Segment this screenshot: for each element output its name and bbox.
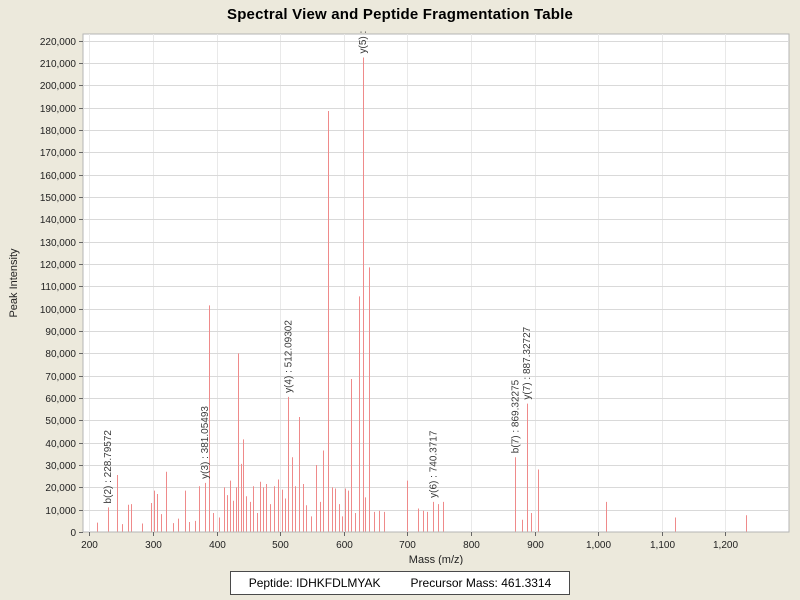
peak-annotation: y(5) : xyxy=(358,31,369,54)
peptide-info-box: Peptide: IDHKFDLMYAK Precursor Mass: 461… xyxy=(229,571,571,595)
y-tick-label: 200,000 xyxy=(40,81,77,92)
y-axis-title: Peak Intensity xyxy=(8,248,20,318)
y-tick-label: 110,000 xyxy=(41,282,77,293)
x-tick-label: 600 xyxy=(336,540,353,551)
y-tick-label: 150,000 xyxy=(40,193,77,204)
y-tick-label: 50,000 xyxy=(45,416,76,427)
y-tick-label: 140,000 xyxy=(40,215,77,226)
x-tick-label: 300 xyxy=(145,540,162,551)
x-tick-label: 400 xyxy=(209,540,226,551)
peak-annotation: y(7) : 887.32727 xyxy=(522,326,533,399)
y-tick-label: 90,000 xyxy=(45,327,76,338)
y-tick-label: 10,000 xyxy=(45,506,76,517)
x-axis-title: Mass (m/z) xyxy=(409,554,463,565)
peak-annotation: b(2) : 228.79572 xyxy=(103,430,114,504)
y-tick-label: 60,000 xyxy=(45,394,76,405)
y-tick-label: 170,000 xyxy=(40,148,77,159)
precursor-mass-label: Precursor Mass: 461.3314 xyxy=(410,576,552,590)
x-tick-label: 1,100 xyxy=(650,540,675,551)
y-tick-label: 20,000 xyxy=(45,483,76,494)
y-tick-label: 190,000 xyxy=(40,104,77,115)
peak-annotation: y(4) : 512.09302 xyxy=(283,320,294,393)
x-tick-label: 800 xyxy=(463,540,480,551)
y-tick-label: 70,000 xyxy=(45,372,76,383)
y-tick-label: 120,000 xyxy=(40,260,77,271)
x-tick-label: 500 xyxy=(272,540,289,551)
peak-annotation: b(7) : 869.32275 xyxy=(511,379,522,453)
y-tick-label: 0 xyxy=(70,528,76,539)
y-tick-label: 220,000 xyxy=(40,37,77,48)
spectrum-chart[interactable]: 200 300 400 500 600 700 800 900 1,000 1,100 1,200 0… xyxy=(3,25,797,565)
y-tick-label: 130,000 xyxy=(40,238,77,249)
y-tick-label: 100,000 xyxy=(40,305,77,316)
y-tick-label: 210,000 xyxy=(40,59,77,70)
peak-annotation: y(6) : 740.3717 xyxy=(429,430,440,498)
x-tick-label: 200 xyxy=(81,540,98,551)
y-tick-label: 30,000 xyxy=(45,461,76,472)
x-tick-label: 1,000 xyxy=(586,540,611,551)
peptide-label: Peptide: IDHKFDLMYAK xyxy=(248,576,381,590)
x-tick-label: 700 xyxy=(399,540,416,551)
y-tick-label: 40,000 xyxy=(45,439,76,450)
x-tick-label: 900 xyxy=(527,540,544,551)
chart-title: Spectral View and Peptide Fragmentation … xyxy=(226,6,574,23)
y-tick-label: 180,000 xyxy=(40,126,77,137)
plot-area[interactable] xyxy=(82,33,790,533)
spectrum-svg[interactable]: 200 300 400 500 600 700 800 900 1,000 1,100 1,200 0… xyxy=(3,25,797,565)
y-tick-label: 160,000 xyxy=(40,171,77,182)
peak-annotation: y(3) : 381.05493 xyxy=(200,406,211,479)
x-tick-label: 1,200 xyxy=(713,540,738,551)
y-tick-label: 80,000 xyxy=(45,349,76,360)
